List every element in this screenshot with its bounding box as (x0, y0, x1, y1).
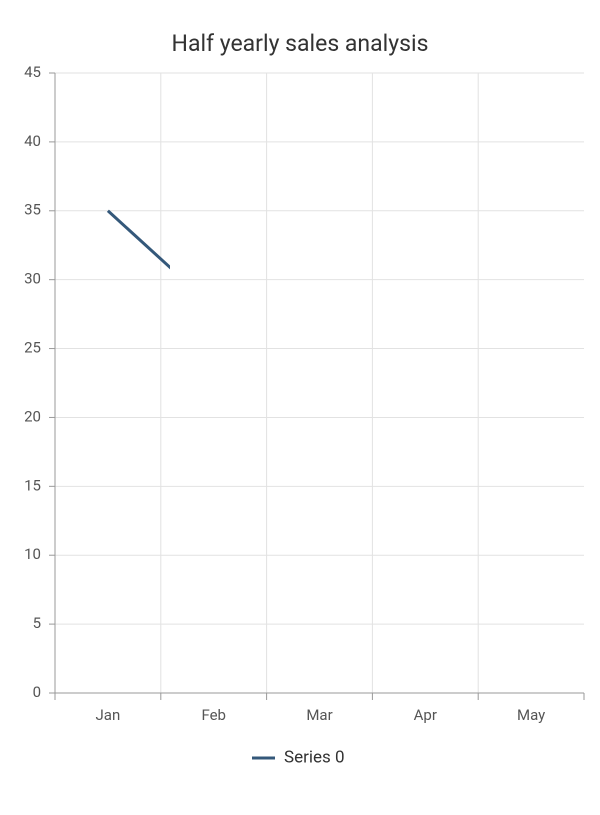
y-tick-label: 35 (24, 201, 41, 219)
x-tick-label: Jan (96, 706, 121, 724)
x-tick-label: Feb (201, 706, 226, 724)
x-tick-label: May (517, 706, 545, 724)
y-tick-label: 30 (24, 270, 41, 288)
y-tick-label: 40 (24, 132, 41, 150)
y-tick-label: 25 (24, 339, 41, 357)
y-tick-label: 5 (33, 614, 41, 632)
y-tick-label: 20 (24, 407, 41, 425)
series-line (106, 209, 170, 270)
x-tick-label: Mar (306, 706, 332, 724)
y-tick-label: 15 (24, 476, 41, 494)
y-tick-label: 10 (24, 545, 41, 563)
x-tick-label: Apr (414, 706, 437, 724)
chart-title: Half yearly sales analysis (172, 30, 429, 57)
y-tick-label: 0 (33, 683, 41, 701)
y-tick-label: 45 (24, 63, 41, 81)
legend-label: Series 0 (284, 747, 345, 767)
